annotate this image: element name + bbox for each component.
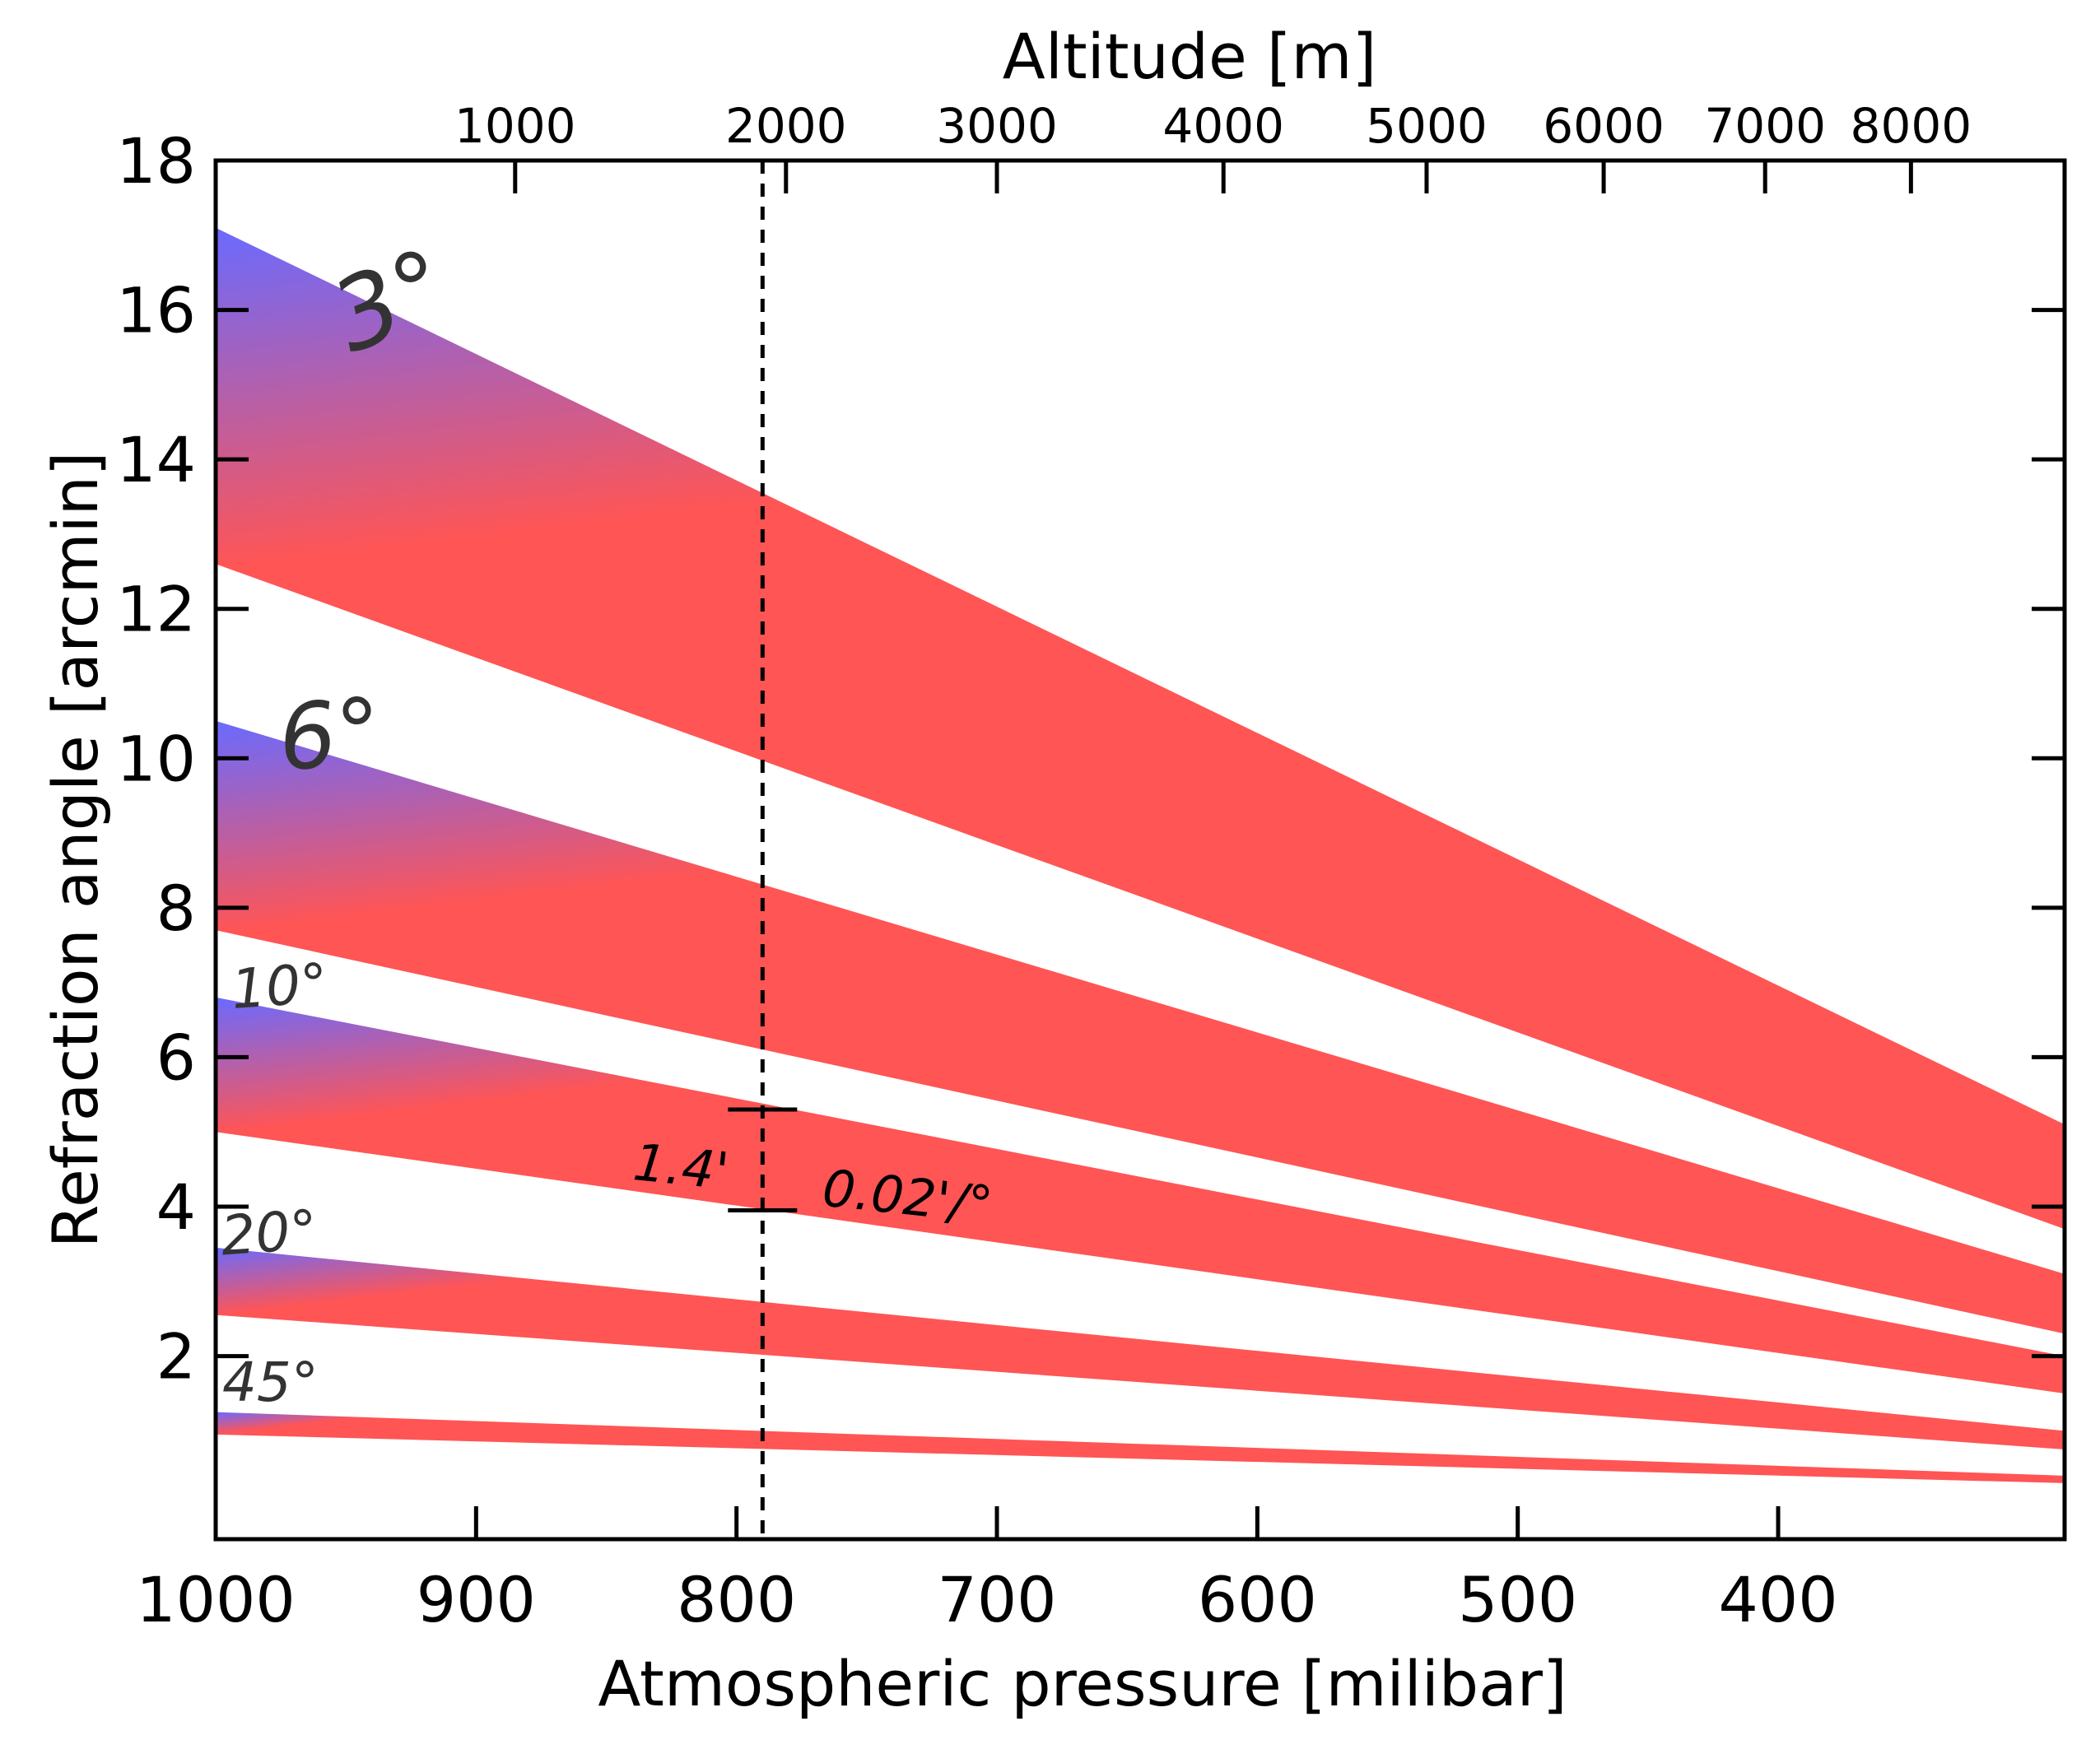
x-tick-label: 700 bbox=[937, 1563, 1056, 1636]
y-tick-label: 14 bbox=[116, 423, 196, 496]
y-axis-title: Refraction angle [arcmin] bbox=[39, 452, 112, 1249]
band-6deg bbox=[216, 720, 2065, 1334]
band-label: 6° bbox=[274, 677, 386, 791]
x-tick-label: 400 bbox=[1718, 1563, 1837, 1636]
top-axis-title: Altitude [m] bbox=[1003, 20, 1376, 93]
axis-ticks bbox=[213, 158, 2065, 1539]
x-tick-label: 900 bbox=[417, 1563, 536, 1636]
x-tick-label: 1000 bbox=[136, 1563, 295, 1636]
band-3deg bbox=[216, 227, 2065, 1230]
annotation-label: 1.4' bbox=[631, 1132, 732, 1202]
band-45deg bbox=[216, 1412, 2065, 1483]
plot-border bbox=[213, 158, 2067, 1542]
y-tick-label: 4 bbox=[156, 1170, 196, 1244]
x-tick-label: 800 bbox=[677, 1563, 796, 1636]
top-tick-label: 2000 bbox=[725, 98, 847, 154]
x-tick-label: 600 bbox=[1198, 1563, 1317, 1636]
top-tick-label: 3000 bbox=[936, 98, 1058, 154]
band-label: 10° bbox=[229, 951, 329, 1021]
y-tick-label: 12 bbox=[116, 573, 196, 646]
reference-line-group bbox=[728, 161, 798, 1539]
band-label: 20° bbox=[219, 1198, 319, 1268]
x-axis-title: Atmospheric pressure [milibar] bbox=[598, 1647, 1567, 1720]
top-tick-label: 5000 bbox=[1366, 98, 1488, 154]
y-tick-label: 16 bbox=[116, 274, 196, 347]
top-tick-label: 6000 bbox=[1543, 98, 1665, 154]
top-tick-label: 8000 bbox=[1851, 98, 1972, 154]
plot-frame bbox=[213, 158, 2067, 1542]
y-tick-label: 10 bbox=[116, 722, 196, 795]
y-tick-label: 2 bbox=[156, 1320, 196, 1393]
band-20deg bbox=[216, 1247, 2065, 1450]
refraction-bands bbox=[216, 227, 2065, 1483]
top-tick-label: 4000 bbox=[1162, 98, 1284, 154]
y-tick-label: 6 bbox=[156, 1021, 196, 1094]
band-label: 45° bbox=[222, 1351, 319, 1414]
y-tick-label: 18 bbox=[116, 124, 196, 198]
top-tick-label: 1000 bbox=[454, 98, 576, 154]
x-tick-label: 500 bbox=[1458, 1563, 1577, 1636]
top-tick-label: 7000 bbox=[1704, 98, 1826, 154]
band-10deg bbox=[216, 997, 2065, 1393]
y-tick-label: 8 bbox=[156, 872, 196, 945]
